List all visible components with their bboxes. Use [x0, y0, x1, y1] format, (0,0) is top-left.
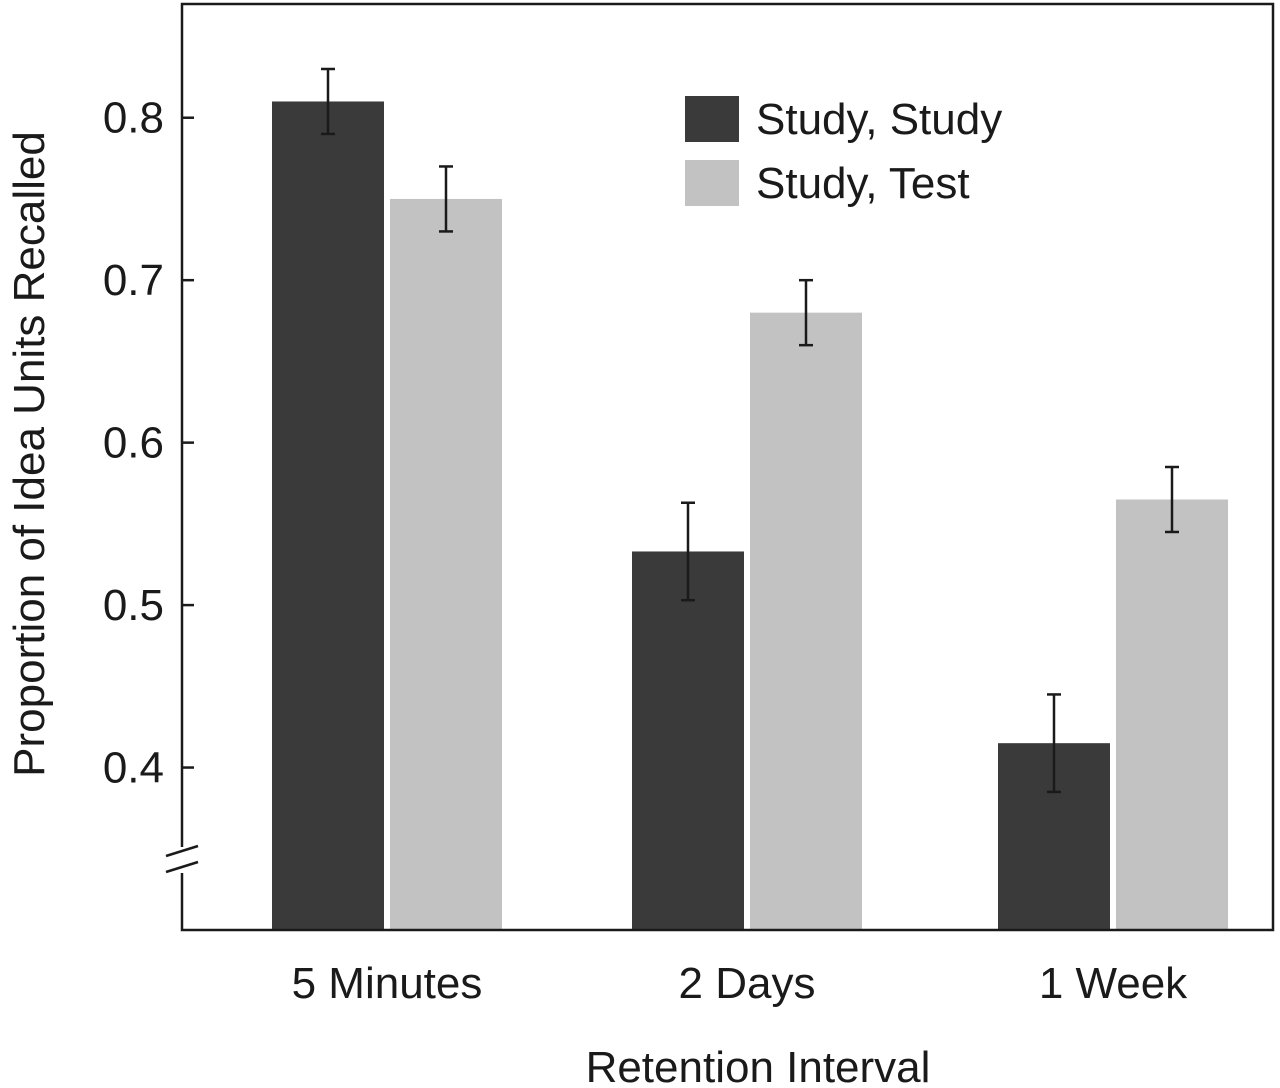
x-axis-title: Retention Interval [586, 1043, 931, 1088]
error-bar-study-study-1 [681, 501, 695, 602]
bar-study-study-1 [632, 551, 744, 930]
legend-label: Study, Test [756, 159, 970, 208]
y-tick-label: 0.5 [103, 581, 164, 630]
errorbars-layer [321, 67, 1179, 794]
bars-layer [272, 101, 1228, 931]
legend-label: Study, Study [756, 95, 1002, 144]
y-tick-label: 0.8 [103, 94, 164, 143]
legend: Study, Study Study, Test [685, 95, 1002, 208]
x-category-label: 1 Week [1039, 959, 1188, 1008]
bar-study-test-2 [1116, 499, 1228, 930]
y-tick-label: 0.4 [103, 744, 164, 793]
error-bar-study-test-2 [1165, 465, 1179, 534]
bar-study-test-1 [750, 312, 862, 931]
y-tick-label: 0.7 [103, 256, 164, 305]
y-axis-title: Proportion of Idea Units Recalled [5, 131, 54, 777]
bar-study-study-0 [272, 101, 384, 930]
plot-frame [180, 2, 1275, 932]
error-bar-study-test-0 [439, 165, 453, 233]
legend-swatch [685, 160, 739, 206]
error-bar-study-test-1 [799, 278, 813, 347]
x-axis-category-labels: 5 Minutes 2 Days 1 Week [292, 959, 1189, 1008]
y-tick-label: 0.6 [103, 419, 164, 468]
legend-swatch [685, 96, 739, 142]
bar-study-test-0 [390, 198, 502, 930]
y-axis-ticks: 0.4 0.5 0.6 0.7 0.8 [103, 94, 194, 793]
error-bar-study-study-0 [321, 67, 335, 136]
axis-break-slash [165, 844, 199, 858]
axis-break-slash [165, 860, 199, 874]
x-category-label: 2 Days [679, 959, 816, 1008]
axis-break [165, 844, 199, 874]
error-bar-study-study-2 [1047, 693, 1061, 794]
x-category-label: 5 Minutes [292, 959, 483, 1008]
